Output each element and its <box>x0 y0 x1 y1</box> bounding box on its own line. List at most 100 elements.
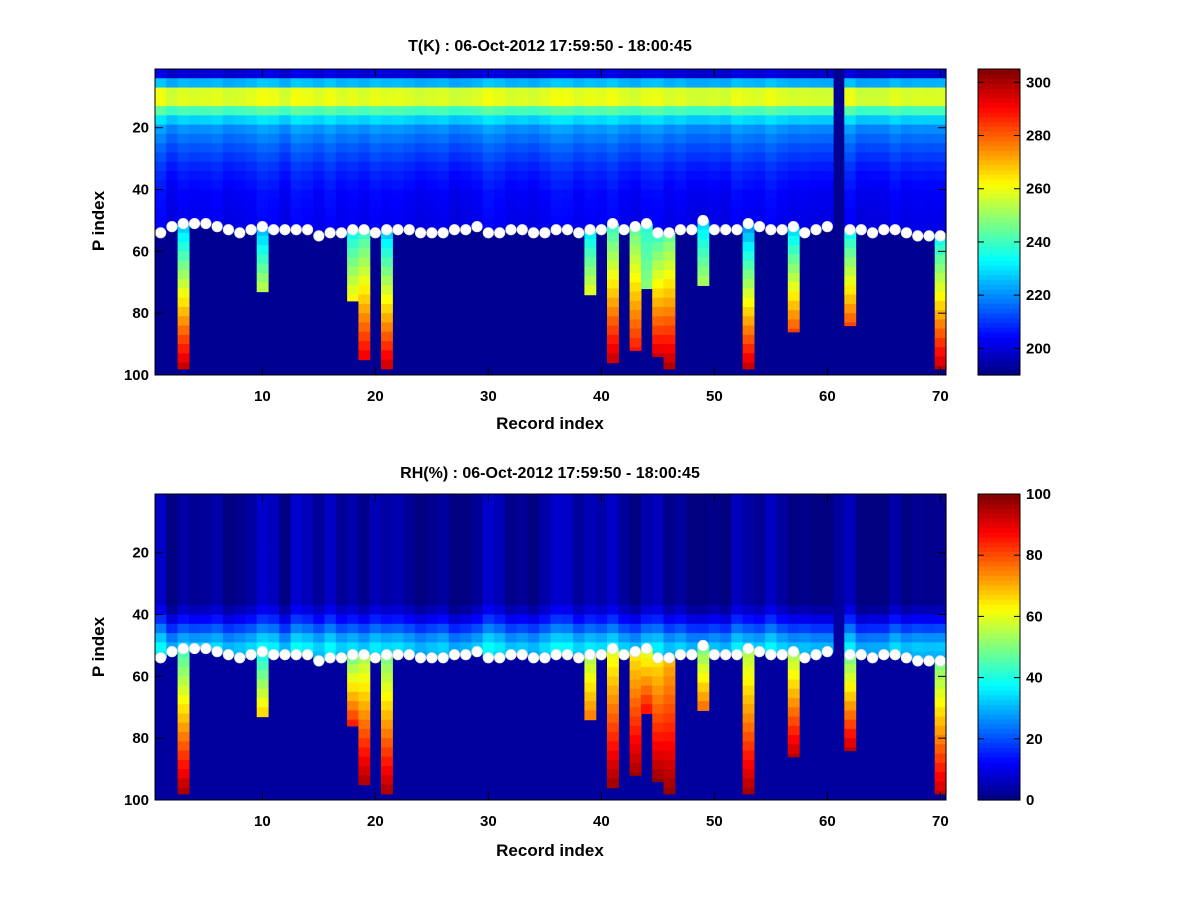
heatmap-cell <box>697 152 710 163</box>
heatmap-cell <box>889 512 902 523</box>
heatmap-cell <box>742 577 755 588</box>
column-cell <box>787 291 800 302</box>
heatmap-cell <box>166 614 179 625</box>
heatmap-cell <box>844 133 857 144</box>
heatmap-cell <box>686 558 698 569</box>
colorbar-swatch <box>978 236 1020 242</box>
colorbar-swatch <box>978 594 1020 600</box>
heatmap-cell <box>381 152 393 163</box>
heatmap-cell <box>392 521 405 532</box>
column-cell <box>787 679 800 690</box>
heatmap-cell <box>912 577 924 588</box>
heatmap-cell <box>663 605 676 616</box>
heatmap-cell <box>663 133 676 144</box>
level-marker <box>313 230 325 242</box>
heatmap-cell <box>799 133 811 144</box>
heatmap-cell <box>787 521 800 532</box>
heatmap-cell <box>787 106 800 116</box>
colorbar-tick-label: 40 <box>1026 670 1043 687</box>
heatmap-cell <box>652 189 665 200</box>
heatmap-cell <box>234 503 246 514</box>
heatmap-cell <box>550 614 563 625</box>
heatmap-cell <box>177 69 190 79</box>
heatmap-cell <box>313 549 326 560</box>
heatmap-cell <box>810 189 823 200</box>
y-tick-label: 20 <box>132 120 149 137</box>
heatmap-cell <box>234 605 246 616</box>
heatmap-cell <box>482 152 495 163</box>
heatmap-cell <box>810 208 823 218</box>
column-cell <box>742 232 755 243</box>
heatmap-cell <box>765 633 778 643</box>
heatmap-cell <box>494 106 506 116</box>
column-cell <box>177 722 190 733</box>
heatmap-cell <box>188 549 201 560</box>
heatmap-cell <box>686 614 698 625</box>
column-cell <box>177 325 190 336</box>
heatmap-cell <box>708 87 721 98</box>
heatmap-cell <box>358 568 371 579</box>
heatmap-cell <box>720 614 732 625</box>
column-cell <box>934 245 947 256</box>
heatmap-cell <box>392 152 405 163</box>
colorbar-swatch <box>978 303 1020 309</box>
heatmap-cell <box>188 512 201 523</box>
heatmap-cell <box>550 161 563 172</box>
heatmap-cell <box>753 124 766 135</box>
heatmap-cell <box>900 69 913 79</box>
heatmap-cell <box>697 106 710 116</box>
heatmap-cell <box>607 614 619 625</box>
heatmap-cell <box>188 96 201 107</box>
heatmap-cell <box>663 180 676 191</box>
heatmap-cell <box>810 78 823 89</box>
heatmap-cell <box>268 614 280 625</box>
heatmap-cell <box>392 503 405 514</box>
heatmap-cell <box>686 143 698 154</box>
column-cell <box>663 787 676 795</box>
heatmap-cell <box>290 633 303 643</box>
column-cell <box>347 248 359 259</box>
heatmap-cell <box>821 96 834 107</box>
heatmap-cell <box>505 161 518 172</box>
heatmap-cell <box>290 521 303 532</box>
heatmap-cell <box>787 577 800 588</box>
temperature-panel: T(K) : 06-Oct-2012 17:59:50 - 18:00:45 1… <box>89 38 1051 433</box>
heatmap-cell <box>934 106 947 116</box>
heatmap-cell <box>584 143 597 154</box>
heatmap-cell <box>821 521 834 532</box>
heatmap-cell <box>618 208 631 218</box>
heatmap-cell <box>335 198 348 209</box>
column-cell <box>934 707 947 718</box>
heatmap-cell <box>674 106 687 116</box>
heatmap-cell <box>166 189 179 200</box>
heatmap-cell <box>573 198 585 209</box>
heatmap-cell <box>426 133 439 144</box>
heatmap-cell <box>753 633 766 643</box>
heatmap-cell <box>392 633 405 643</box>
heatmap-cell <box>245 633 258 643</box>
heatmap-cell <box>369 198 382 209</box>
column-cell <box>787 319 800 330</box>
heatmap-cell <box>527 512 540 523</box>
column-cell <box>652 307 665 317</box>
level-marker <box>301 649 314 661</box>
heatmap-cell <box>437 549 450 560</box>
heatmap-cell <box>426 549 439 560</box>
heatmap-cell <box>403 115 416 126</box>
colorbar-swatch <box>978 212 1020 218</box>
colorbar-tick-label: 260 <box>1026 181 1051 198</box>
level-marker <box>663 652 675 664</box>
humidity-colorbar <box>977 493 1021 801</box>
heatmap-cell <box>290 596 303 606</box>
heatmap-cell <box>787 540 800 551</box>
heatmap-cell <box>279 208 292 218</box>
heatmap-cell <box>211 87 224 98</box>
heatmap-cell <box>652 208 665 218</box>
column-cell <box>358 239 371 249</box>
column-cell <box>358 719 371 730</box>
heatmap-cell <box>663 531 676 541</box>
heatmap-cell <box>482 171 495 181</box>
heatmap-cell <box>810 503 823 514</box>
heatmap-cell <box>912 503 924 514</box>
heatmap-cell <box>155 78 167 89</box>
